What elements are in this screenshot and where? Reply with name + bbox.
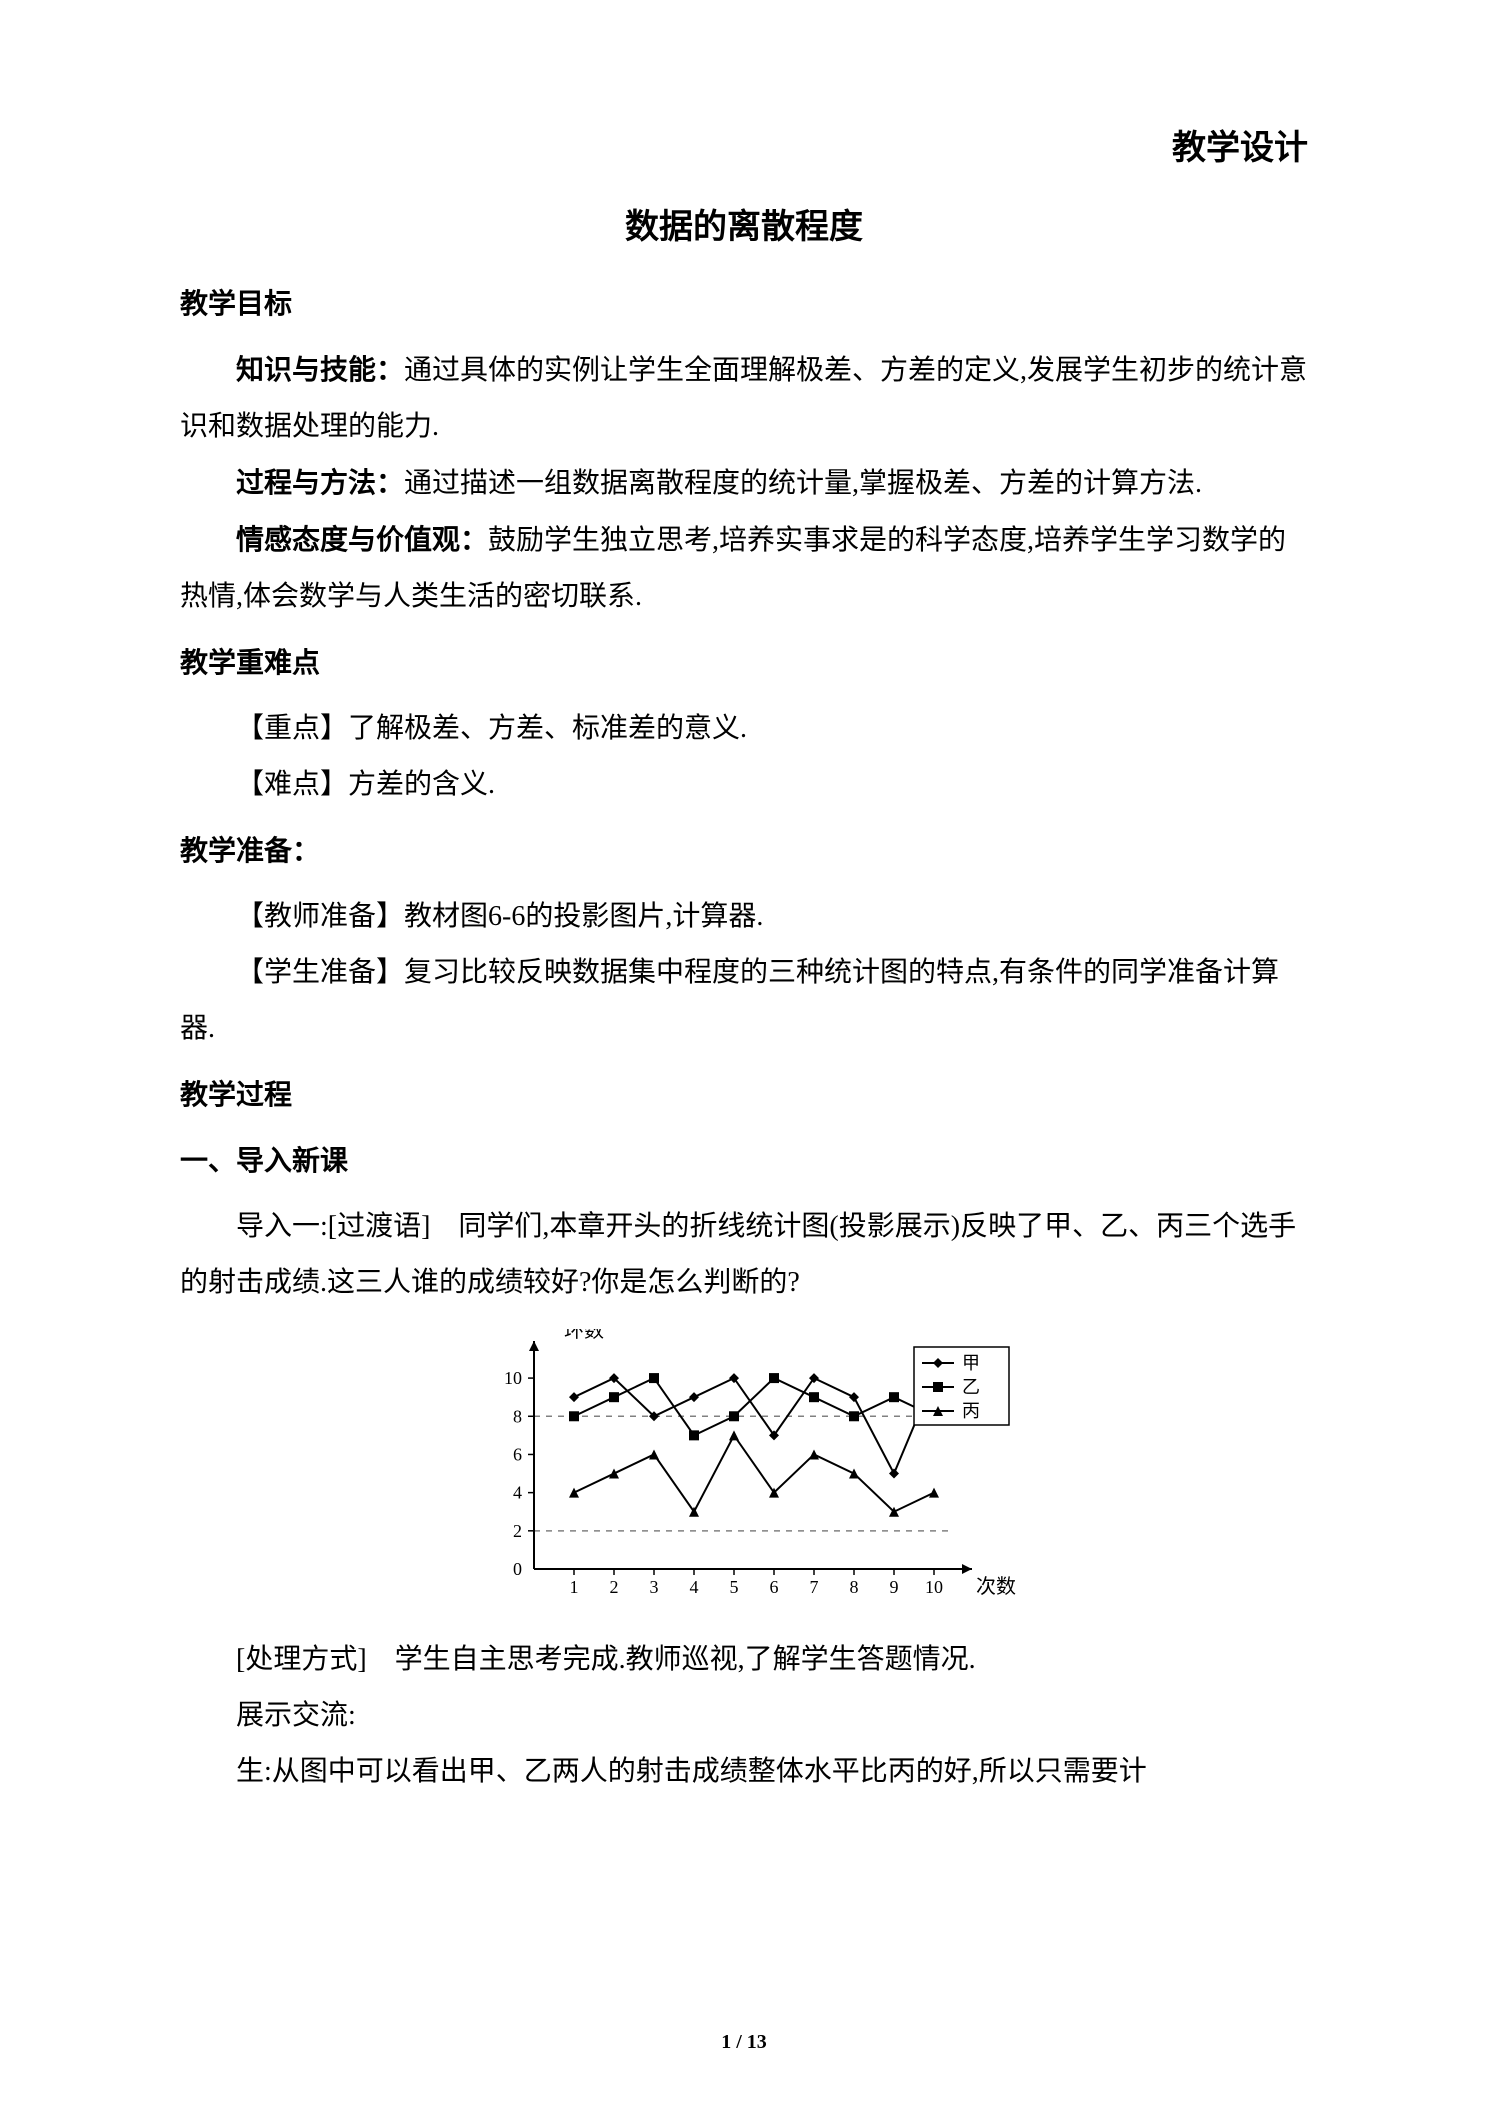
svg-text:5: 5 — [730, 1577, 739, 1597]
heading-intro: 一、导入新课 — [180, 1133, 1308, 1189]
svg-text:8: 8 — [850, 1577, 859, 1597]
para-key-point: 【重点】了解极差、方差、标准差的意义. — [180, 701, 1308, 757]
para-prep-student: 【学生准备】复习比较反映数据集中程度的三种统计图的特点,有条件的同学准备计算器. — [180, 945, 1308, 1057]
svg-text:甲: 甲 — [962, 1353, 980, 1373]
para-prep-teacher: 【教师准备】教材图6-6的投影图片,计算器. — [180, 889, 1308, 945]
para-show: 展示交流: — [180, 1688, 1308, 1744]
svg-text:次数: 次数 — [976, 1575, 1016, 1598]
svg-text:2: 2 — [610, 1577, 619, 1597]
heading-goal: 教学目标 — [180, 276, 1308, 332]
svg-text:4: 4 — [513, 1483, 522, 1503]
svg-text:丙: 丙 — [962, 1401, 980, 1421]
doc-main-title: 数据的离散程度 — [180, 199, 1308, 248]
para-difficult-point: 【难点】方差的含义. — [180, 757, 1308, 813]
svg-text:3: 3 — [650, 1577, 659, 1597]
para-student: 生:从图中可以看出甲、乙两人的射击成绩整体水平比丙的好,所以只需要计 — [180, 1744, 1308, 1800]
svg-text:环数: 环数 — [564, 1329, 604, 1342]
svg-text:0: 0 — [513, 1559, 522, 1579]
svg-text:10: 10 — [925, 1577, 943, 1597]
para-goal-affect: 情感态度与价值观：鼓励学生独立思考,培养实事求是的科学态度,培养学生学习数学的热… — [180, 512, 1308, 625]
svg-text:9: 9 — [890, 1577, 899, 1597]
line-chart: 1 2 3 4 5 6 7 8 9 10 0 2 4 6 8 10 环数次数 甲乙丙 — [180, 1329, 1308, 1614]
para-handle: [处理方式] 学生自主思考完成.教师巡视,了解学生答题情况. — [180, 1632, 1308, 1688]
heading-process: 教学过程 — [180, 1067, 1308, 1123]
page-footer: 1 / 13 — [0, 2031, 1488, 2054]
svg-text:8: 8 — [513, 1406, 522, 1426]
svg-text:乙: 乙 — [962, 1377, 980, 1397]
svg-text:2: 2 — [513, 1521, 522, 1541]
label-goal-process: 过程与方法： — [236, 467, 404, 498]
svg-text:4: 4 — [690, 1577, 699, 1597]
para-goal-process: 过程与方法：通过描述一组数据离散程度的统计量,掌握极差、方差的计算方法. — [180, 455, 1308, 512]
heading-prep: 教学准备： — [180, 823, 1308, 879]
svg-text:1: 1 — [570, 1577, 579, 1597]
svg-text:10: 10 — [504, 1368, 522, 1388]
page: 教学设计 数据的离散程度 教学目标 知识与技能：通过具体的实例让学生全面理解极差… — [0, 0, 1488, 2104]
text-goal-process: 通过描述一组数据离散程度的统计量,掌握极差、方差的计算方法. — [404, 468, 1202, 499]
svg-text:6: 6 — [770, 1577, 779, 1597]
svg-text:7: 7 — [810, 1577, 819, 1597]
label-goal-affect: 情感态度与价值观： — [236, 524, 488, 555]
para-goal-knowledge: 知识与技能：通过具体的实例让学生全面理解极差、方差的定义,发展学生初步的统计意识… — [180, 342, 1308, 455]
para-intro: 导入一:[过渡语] 同学们,本章开头的折线统计图(投影展示)反映了甲、乙、丙三个… — [180, 1199, 1308, 1311]
doc-design-title: 教学设计 — [180, 120, 1308, 169]
heading-keypoint: 教学重难点 — [180, 635, 1308, 691]
label-goal-knowledge: 知识与技能： — [236, 354, 404, 385]
svg-text:6: 6 — [513, 1444, 522, 1464]
line-chart-svg: 1 2 3 4 5 6 7 8 9 10 0 2 4 6 8 10 环数次数 甲乙丙 — [464, 1329, 1024, 1609]
